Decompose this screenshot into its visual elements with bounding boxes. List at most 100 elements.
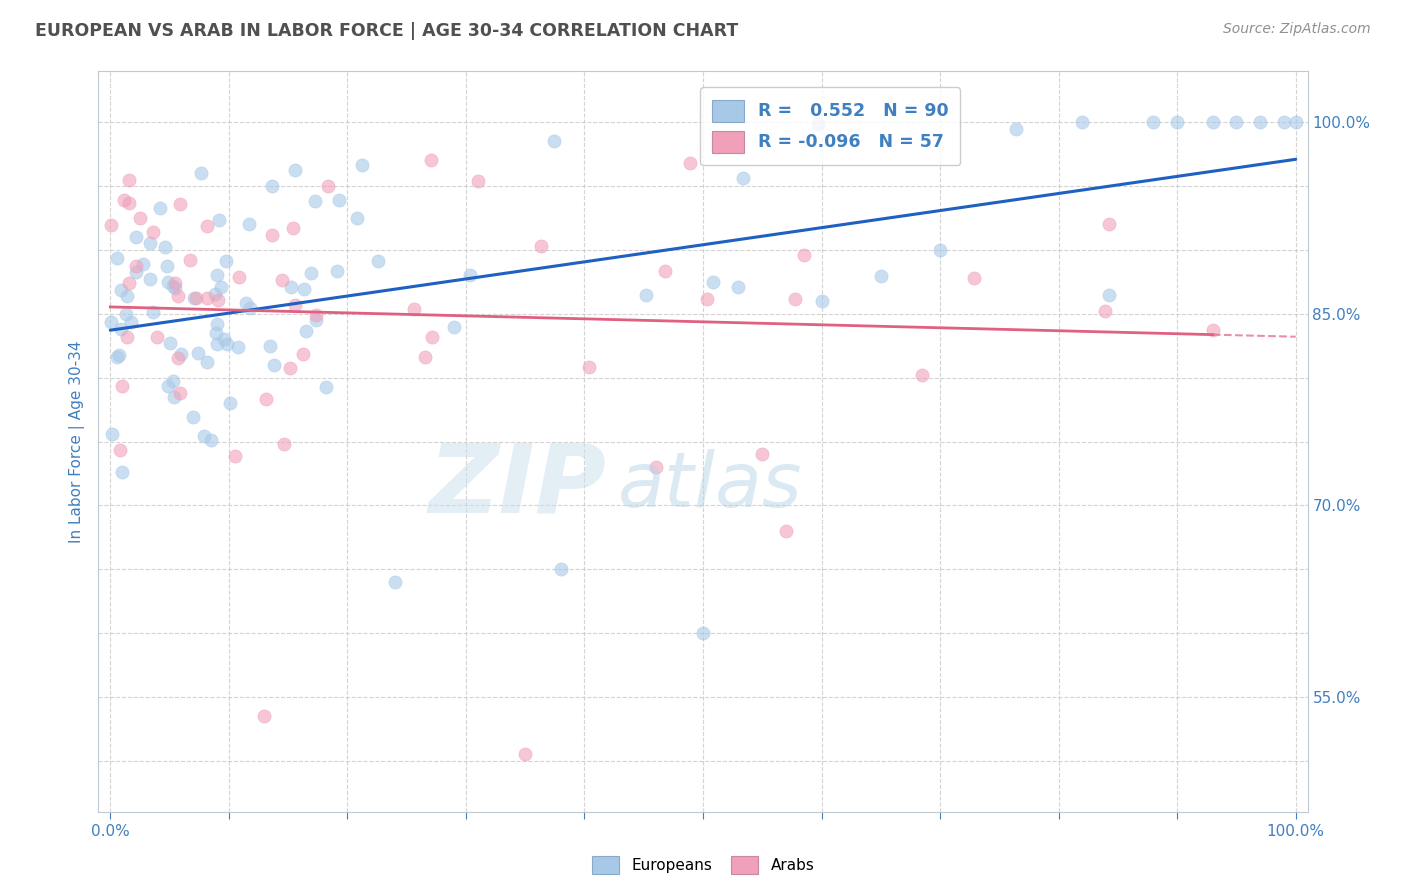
Point xyxy=(467,174,489,188)
Point xyxy=(118,173,141,187)
Point xyxy=(110,283,132,297)
Point xyxy=(299,266,322,280)
Point xyxy=(108,442,131,457)
Point xyxy=(157,275,180,289)
Point xyxy=(215,254,238,268)
Point xyxy=(262,227,284,242)
Point xyxy=(1098,288,1121,302)
Point xyxy=(419,153,441,167)
Point xyxy=(1097,217,1119,231)
Point xyxy=(156,379,179,393)
Legend: R =   0.552   N = 90, R = -0.096   N = 57: R = 0.552 N = 90, R = -0.096 N = 57 xyxy=(700,87,960,165)
Point xyxy=(115,307,138,321)
Point xyxy=(105,252,128,266)
Point xyxy=(253,709,276,723)
Point xyxy=(963,271,986,285)
Point xyxy=(783,292,806,306)
Point xyxy=(869,268,891,283)
Point xyxy=(350,158,373,172)
Point xyxy=(305,313,328,327)
Point xyxy=(183,409,205,424)
Point xyxy=(100,218,122,232)
Point xyxy=(1071,115,1094,129)
Point xyxy=(195,355,218,369)
Point xyxy=(810,294,832,309)
Point xyxy=(108,348,131,362)
Point xyxy=(328,193,350,207)
Point xyxy=(212,332,235,346)
Point xyxy=(259,339,281,353)
Point xyxy=(111,379,134,393)
Point xyxy=(420,330,443,344)
Point xyxy=(284,298,307,312)
Point xyxy=(280,280,302,294)
Point xyxy=(239,301,262,315)
Point xyxy=(183,292,205,306)
Point xyxy=(304,194,326,208)
Point xyxy=(692,626,714,640)
Point xyxy=(101,426,124,441)
Point xyxy=(281,221,304,235)
Point xyxy=(115,289,138,303)
Point xyxy=(190,166,212,180)
Point xyxy=(132,256,155,270)
Point xyxy=(807,117,830,131)
Point xyxy=(124,259,146,273)
Text: EUROPEAN VS ARAB IN LABOR FORCE | AGE 30-34 CORRELATION CHART: EUROPEAN VS ARAB IN LABOR FORCE | AGE 30… xyxy=(35,22,738,40)
Point xyxy=(128,211,150,226)
Point xyxy=(443,320,465,334)
Point xyxy=(295,324,318,338)
Point xyxy=(162,375,184,389)
Point xyxy=(115,330,138,344)
Point xyxy=(118,195,141,210)
Point xyxy=(120,315,142,329)
Point xyxy=(169,386,191,401)
Point xyxy=(402,302,425,317)
Point xyxy=(204,287,226,301)
Point xyxy=(1285,115,1308,129)
Text: atlas: atlas xyxy=(619,449,803,523)
Point xyxy=(100,314,122,328)
Point xyxy=(326,264,349,278)
Point xyxy=(207,336,229,351)
Point xyxy=(1272,115,1295,129)
Point xyxy=(1202,323,1225,337)
Point xyxy=(163,281,186,295)
Point xyxy=(367,253,389,268)
Point xyxy=(515,747,537,762)
Point xyxy=(142,305,165,319)
Point xyxy=(291,347,314,361)
Text: ZIP: ZIP xyxy=(429,440,606,533)
Point xyxy=(238,217,260,231)
Point xyxy=(578,360,600,375)
Point xyxy=(1166,115,1188,129)
Point xyxy=(170,347,193,361)
Point xyxy=(262,178,284,193)
Point xyxy=(634,288,657,302)
Point xyxy=(550,562,572,576)
Point xyxy=(138,236,160,251)
Point xyxy=(209,280,232,294)
Point xyxy=(139,272,162,286)
Point xyxy=(142,225,165,239)
Point xyxy=(193,428,215,442)
Point xyxy=(226,340,249,354)
Point xyxy=(793,248,815,262)
Point xyxy=(384,574,406,589)
Point xyxy=(224,449,246,463)
Point xyxy=(929,243,952,257)
Point xyxy=(200,434,222,448)
Point xyxy=(105,350,128,364)
Point xyxy=(195,219,218,233)
Point xyxy=(543,134,565,148)
Text: Source: ZipAtlas.com: Source: ZipAtlas.com xyxy=(1223,22,1371,37)
Point xyxy=(679,156,702,170)
Point xyxy=(112,194,135,208)
Point xyxy=(284,163,307,178)
Point xyxy=(413,350,436,364)
Point xyxy=(125,230,148,244)
Point xyxy=(235,296,257,310)
Point xyxy=(205,268,228,282)
Point xyxy=(702,275,724,289)
Point xyxy=(273,437,295,451)
